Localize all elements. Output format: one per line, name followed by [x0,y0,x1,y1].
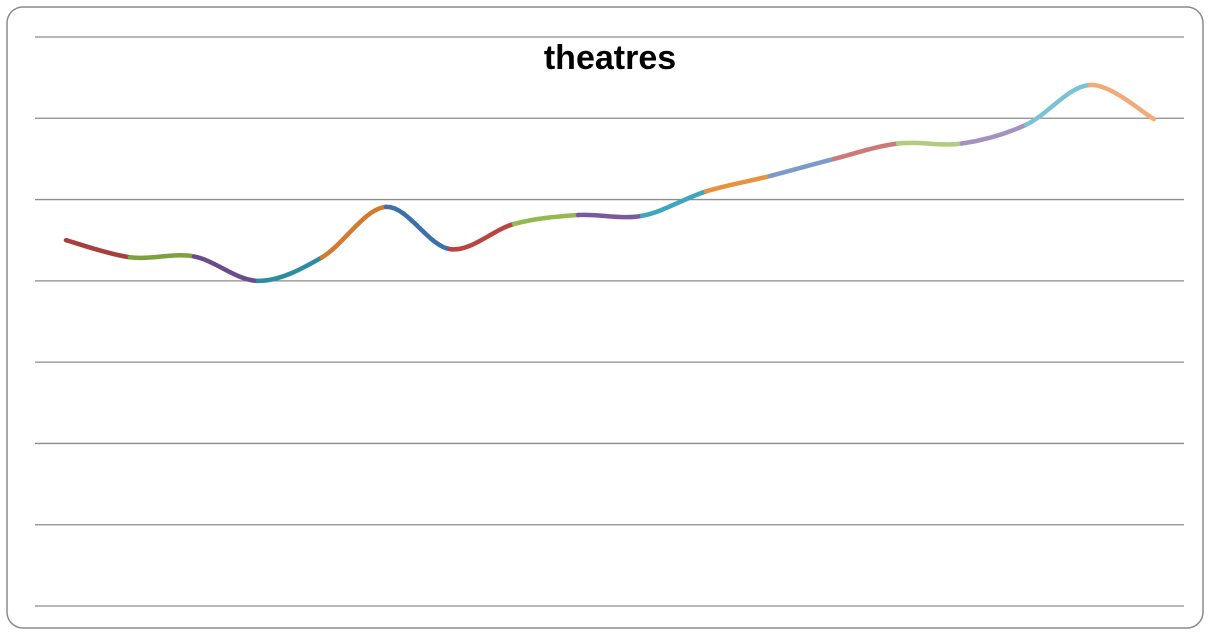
line-segment [1023,82,1093,128]
line-segment [895,140,965,147]
chart-title: theatres [544,39,676,77]
line-segment [831,141,901,162]
line-segment [1087,82,1157,122]
line-segment [511,212,581,227]
line-segment [63,237,133,260]
chart-frame [6,6,1204,629]
line-segment [703,173,773,194]
line-segment [575,212,645,220]
line-segment [127,253,197,261]
line-segment [383,204,453,252]
line-segment [639,189,709,219]
line-segment [767,156,837,179]
line-segment [255,255,325,284]
line-segment [191,254,261,284]
line-segment [319,204,389,260]
line-segment [959,122,1029,146]
line-segment [447,221,517,252]
